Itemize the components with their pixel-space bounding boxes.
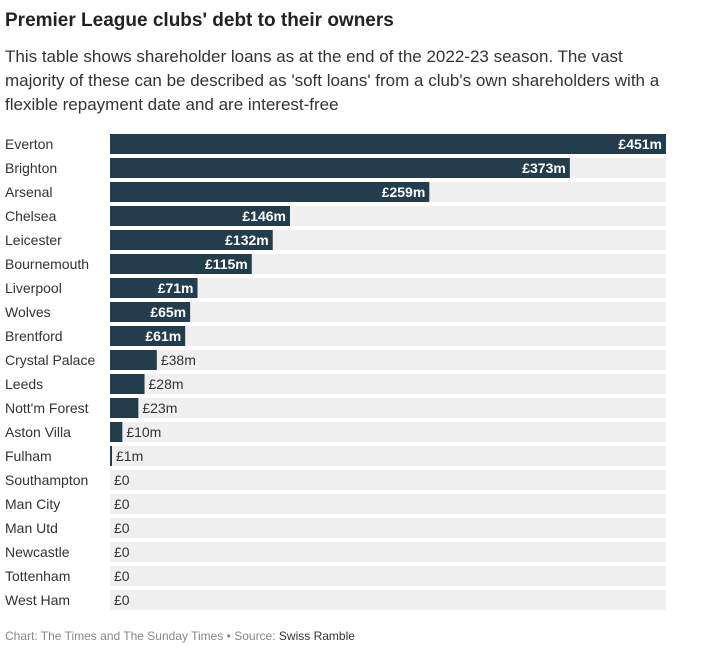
category-label: Southampton <box>5 472 88 488</box>
chart-title: Premier League clubs' debt to their owne… <box>5 10 394 31</box>
bar-track <box>110 278 666 298</box>
value-label: £10m <box>126 424 161 440</box>
bar-track <box>110 422 666 442</box>
bar[interactable] <box>110 398 139 418</box>
category-label: Fulham <box>5 448 52 464</box>
bar-track <box>110 542 666 562</box>
bar-row: Nott'm Forest £23m <box>5 398 666 418</box>
category-label: Bournemouth <box>5 256 89 272</box>
bar[interactable] <box>110 206 290 226</box>
category-label: Tottenham <box>5 568 70 584</box>
bar-row: Southampton £0 <box>5 470 666 490</box>
category-label: Man City <box>5 496 60 512</box>
chart-subtitle: This table shows shareholder loans as at… <box>5 47 660 114</box>
category-label: Nott'm Forest <box>5 400 89 416</box>
bar[interactable] <box>110 350 157 370</box>
bar-row: Chelsea £146m <box>5 206 666 226</box>
bar-row: Liverpool £71m <box>5 278 666 298</box>
bar[interactable] <box>110 278 198 298</box>
category-label: Brighton <box>5 160 57 176</box>
category-label: Crystal Palace <box>5 352 95 368</box>
bar-row: Crystal Palace £38m <box>5 350 666 370</box>
bar-track <box>110 374 666 394</box>
value-label: £1m <box>116 448 143 464</box>
value-label: £23m <box>142 400 177 416</box>
bar-row: Leeds £28m <box>5 374 666 394</box>
bar[interactable] <box>110 422 123 442</box>
bar-row: Man City £0 <box>5 494 666 514</box>
bar-row: Bournemouth £115m <box>5 254 666 274</box>
value-label: £146m <box>242 208 286 224</box>
value-label: £0 <box>114 520 130 536</box>
value-label: £373m <box>522 160 566 176</box>
bar-row: Arsenal £259m <box>5 182 666 202</box>
category-label: Chelsea <box>5 208 57 224</box>
category-label: Man Utd <box>5 520 58 536</box>
bar-row: Newcastle £0 <box>5 542 666 562</box>
bar-row: Aston Villa £10m <box>5 422 666 442</box>
bar[interactable] <box>110 326 186 346</box>
credit-text: Chart: The Times and The Sunday Times <box>5 629 224 643</box>
bar-row: Fulham £1m <box>5 446 666 466</box>
value-label: £0 <box>114 472 130 488</box>
category-label: Everton <box>5 136 53 152</box>
bar[interactable] <box>110 374 145 394</box>
category-label: Arsenal <box>5 184 52 200</box>
bar-row: Brentford £61m <box>5 326 666 346</box>
bar-chart: Everton £451m Brighton £373m Arsenal £259m Che… <box>5 134 666 610</box>
value-label: £38m <box>161 352 196 368</box>
chart-footer: Chart: The Times and The Sunday Times • … <box>5 629 355 643</box>
value-label: £0 <box>114 496 130 512</box>
source-separator: • Source: <box>223 629 279 643</box>
category-label: Brentford <box>5 328 63 344</box>
bar[interactable] <box>110 182 430 202</box>
bar-row: Man Utd £0 <box>5 518 666 538</box>
bar[interactable] <box>110 230 273 250</box>
bar[interactable] <box>110 134 666 154</box>
value-label: £61m <box>145 328 181 344</box>
bar[interactable] <box>110 254 252 274</box>
value-label: £28m <box>149 376 184 392</box>
category-label: Newcastle <box>5 544 70 560</box>
bar-track <box>110 446 666 466</box>
bar-track <box>110 350 666 370</box>
bar-row: Tottenham £0 <box>5 566 666 586</box>
value-label: £65m <box>150 304 186 320</box>
bar[interactable] <box>110 158 570 178</box>
category-label: Leeds <box>5 376 43 392</box>
bar-row: Brighton £373m <box>5 158 666 178</box>
value-label: £0 <box>114 592 130 608</box>
value-label: £451m <box>618 136 662 152</box>
bar-row: Leicester £132m <box>5 230 666 250</box>
category-label: West Ham <box>5 592 70 608</box>
bar-row: Wolves £65m <box>5 302 666 322</box>
bar[interactable] <box>110 302 191 322</box>
bar-track <box>110 326 666 346</box>
value-label: £71m <box>158 280 194 296</box>
value-label: £132m <box>225 232 269 248</box>
value-label: £0 <box>114 544 130 560</box>
bar-track <box>110 566 666 586</box>
bar-row: West Ham £0 <box>5 590 666 610</box>
bar-track <box>110 494 666 514</box>
category-label: Liverpool <box>5 280 62 296</box>
value-label: £259m <box>382 184 426 200</box>
value-label: £0 <box>114 568 130 584</box>
category-label: Wolves <box>5 304 51 320</box>
bar-track <box>110 590 666 610</box>
bar-track <box>110 302 666 322</box>
source-link[interactable]: Swiss Ramble <box>278 629 355 643</box>
bar[interactable] <box>110 446 112 466</box>
value-label: £115m <box>205 256 248 272</box>
bar-track <box>110 518 666 538</box>
bar-row: Everton £451m <box>5 134 666 154</box>
category-label: Aston Villa <box>5 424 71 440</box>
bar-track <box>110 398 666 418</box>
category-label: Leicester <box>5 232 62 248</box>
bar-track <box>110 470 666 490</box>
